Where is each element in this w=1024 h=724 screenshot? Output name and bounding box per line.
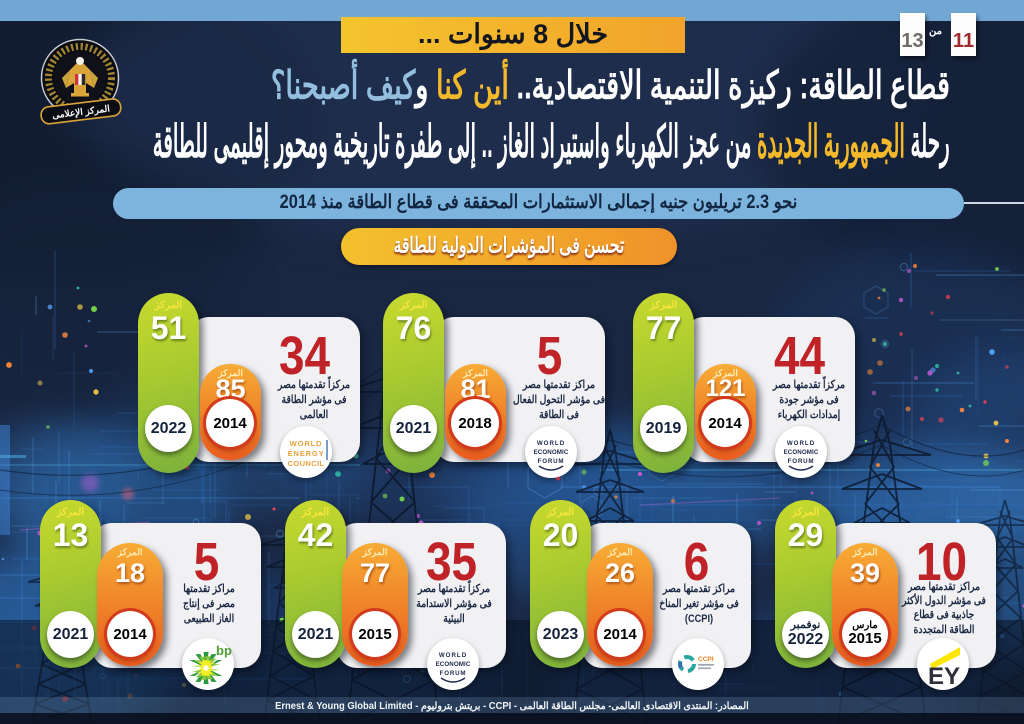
svg-text:ECONOMIC: ECONOMIC bbox=[534, 449, 569, 456]
svg-text:bp: bp bbox=[216, 643, 232, 658]
svg-text:EY: EY bbox=[928, 663, 960, 690]
svg-text:WORLD: WORLD bbox=[290, 439, 323, 448]
svg-text:COUNCIL: COUNCIL bbox=[288, 459, 325, 468]
svg-text:ECONOMIC: ECONOMIC bbox=[436, 661, 471, 668]
svg-text:WORLD: WORLD bbox=[787, 440, 815, 447]
svg-text:ECONOMIC: ECONOMIC bbox=[784, 449, 819, 456]
svg-text:FORUM: FORUM bbox=[538, 458, 565, 465]
svg-text:ENERGY: ENERGY bbox=[288, 449, 325, 458]
svg-text:CCPI: CCPI bbox=[698, 656, 714, 663]
svg-text:WORLD: WORLD bbox=[537, 440, 565, 447]
svg-text:FORUM: FORUM bbox=[788, 458, 815, 465]
svg-text:FORUM: FORUM bbox=[440, 670, 467, 677]
svg-text:WORLD: WORLD bbox=[439, 652, 467, 659]
